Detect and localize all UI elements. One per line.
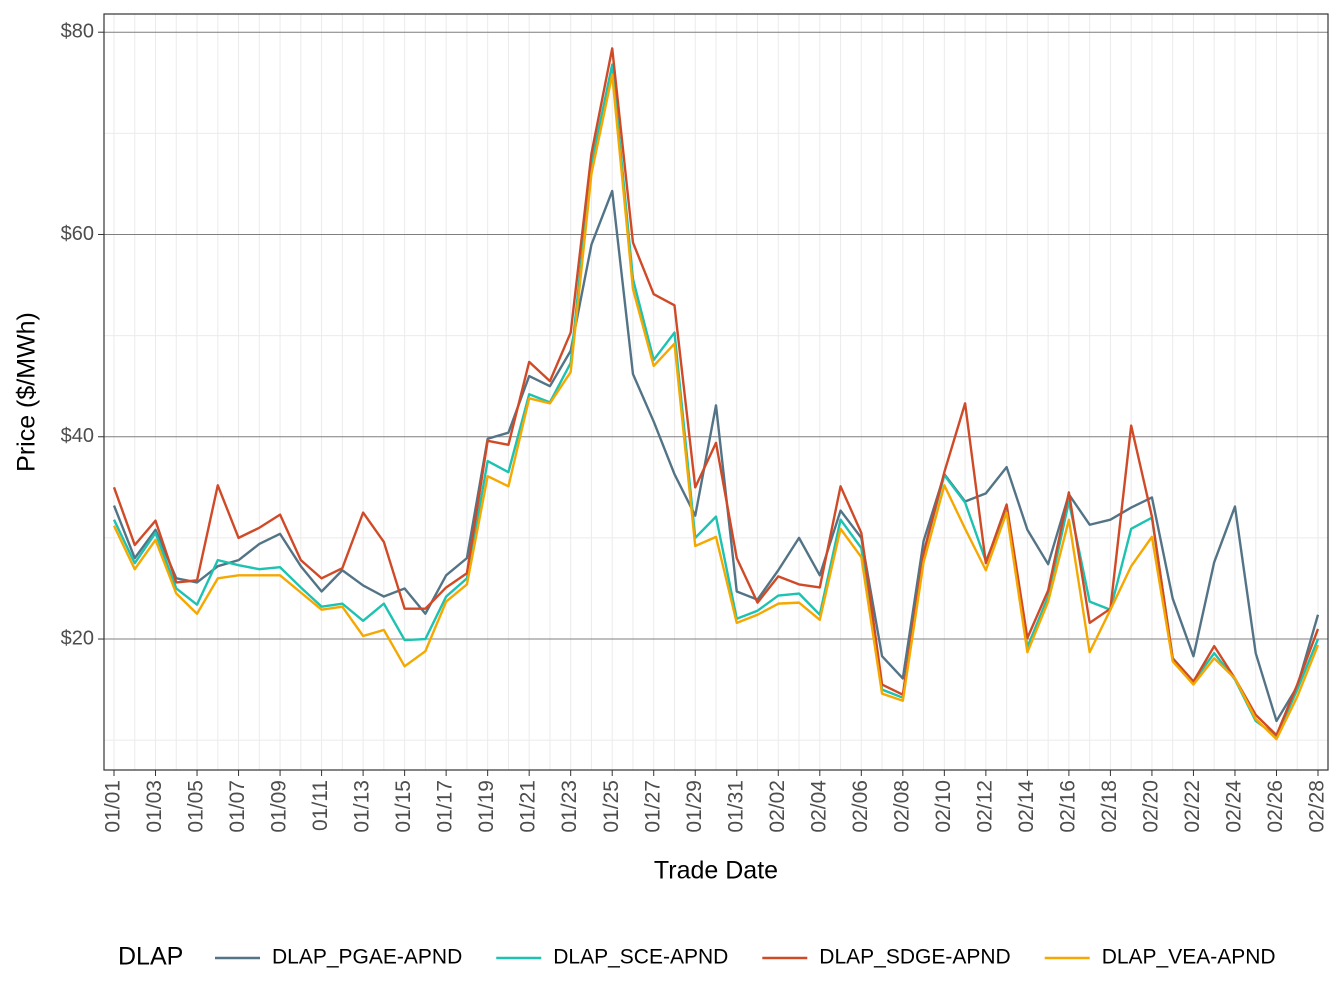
x-tick-label: 01/17 (434, 780, 457, 833)
x-tick-label: 01/07 (226, 780, 249, 833)
x-tick-label: 02/22 (1181, 780, 1204, 833)
legend-label: DLAP_SCE-APND (553, 946, 728, 969)
x-tick-label: 02/26 (1264, 780, 1287, 833)
series-line (112, 47, 1320, 737)
x-tick-label: 02/12 (973, 780, 996, 833)
x-tick-label: 01/01 (102, 780, 125, 833)
y-axis-title: Price ($/MWh) (13, 312, 41, 472)
x-tick-label: 01/19 (475, 780, 498, 833)
legend-title: DLAP (118, 943, 183, 971)
y-tick-label: $40 (61, 425, 94, 447)
x-tick-label: 01/09 (268, 780, 291, 833)
x-tick-label: 01/05 (185, 780, 208, 833)
plot-border (103, 13, 1329, 771)
x-tick-label: 01/21 (517, 780, 540, 833)
x-tick-label: 02/02 (766, 780, 789, 833)
series-line (112, 73, 1320, 741)
x-axis-title: Trade Date (654, 857, 778, 885)
y-tick-label: $60 (61, 223, 94, 245)
x-tick-label: 02/18 (1098, 780, 1121, 833)
legend-label: DLAP_PGAE-APND (272, 946, 462, 969)
x-tick-label: 01/31 (724, 780, 747, 833)
x-tick-label: 02/08 (890, 780, 913, 833)
x-tick-label: 02/28 (1306, 780, 1329, 833)
y-tick-label: $80 (61, 20, 94, 42)
x-tick-label: 01/25 (600, 780, 623, 833)
x-tick-label: 01/13 (351, 780, 374, 833)
x-tick-label: 01/27 (641, 780, 664, 833)
legend-label: DLAP_SDGE-APND (819, 946, 1010, 969)
x-tick-label: 02/16 (1056, 780, 1079, 833)
x-tick-label: 02/06 (849, 780, 872, 833)
x-tick-label: 01/11 (309, 780, 332, 831)
legend-label: DLAP_VEA-APND (1102, 946, 1276, 969)
x-tick-label: 02/24 (1223, 780, 1246, 833)
x-tick-label: 02/10 (932, 780, 955, 833)
x-tick-label: 02/04 (807, 780, 830, 833)
series-line (112, 63, 1320, 738)
x-tick-label: 02/14 (1015, 780, 1038, 833)
x-tick-label: 01/29 (683, 780, 706, 833)
x-tick-label: 02/20 (1139, 780, 1162, 833)
y-tick-label: $20 (61, 627, 94, 649)
x-tick-label: 01/03 (143, 780, 166, 833)
x-tick-label: 01/23 (558, 780, 581, 833)
x-tick-label: 01/15 (392, 780, 415, 833)
series-line (112, 189, 1320, 723)
